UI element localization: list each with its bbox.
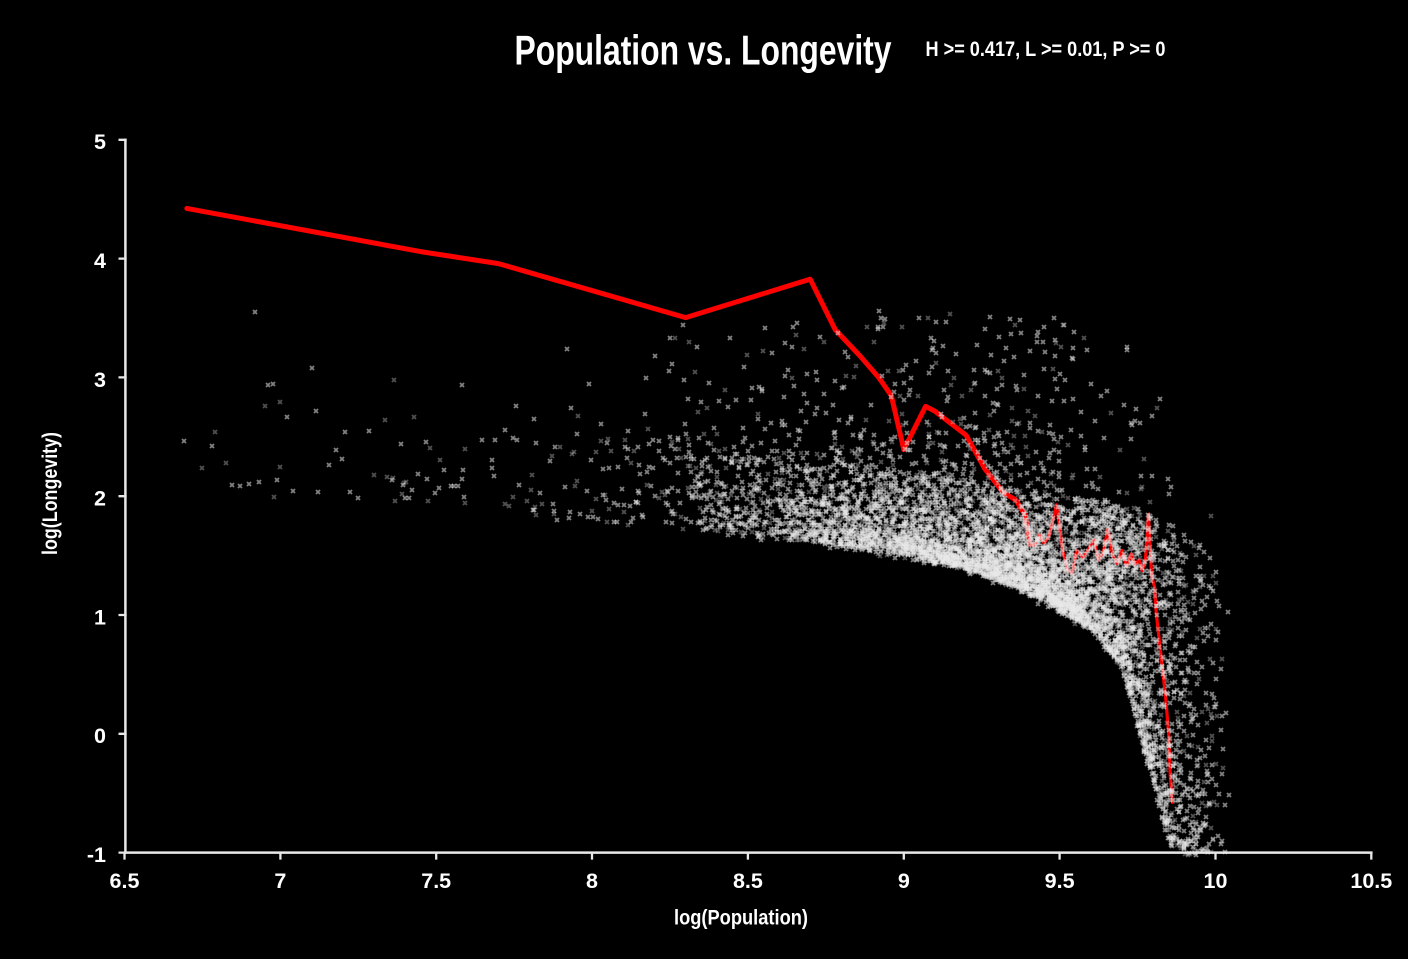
svg-text:7: 7	[274, 869, 286, 893]
svg-text:log(Longevity): log(Longevity)	[39, 432, 62, 555]
svg-text:6.5: 6.5	[110, 869, 140, 893]
svg-text:9.5: 9.5	[1045, 869, 1075, 893]
svg-text:Population vs. Longevity: Population vs. Longevity	[515, 27, 892, 74]
svg-text:4: 4	[94, 249, 106, 273]
svg-text:8: 8	[586, 869, 598, 893]
svg-text:10: 10	[1204, 869, 1228, 893]
svg-text:3: 3	[94, 368, 106, 392]
svg-text:5: 5	[94, 130, 106, 154]
svg-text:H >= 0.417, L >= 0.01, P >= 0: H >= 0.417, L >= 0.01, P >= 0	[926, 38, 1166, 61]
svg-text:0: 0	[94, 724, 106, 748]
svg-text:1: 1	[94, 605, 106, 629]
svg-text:10.5: 10.5	[1350, 869, 1392, 893]
svg-text:9: 9	[898, 869, 910, 893]
svg-text:7.5: 7.5	[421, 869, 451, 893]
svg-text:log(Population): log(Population)	[674, 906, 808, 929]
svg-text:8.5: 8.5	[733, 869, 763, 893]
svg-text:2: 2	[94, 487, 106, 511]
svg-text:-1: -1	[87, 843, 106, 867]
